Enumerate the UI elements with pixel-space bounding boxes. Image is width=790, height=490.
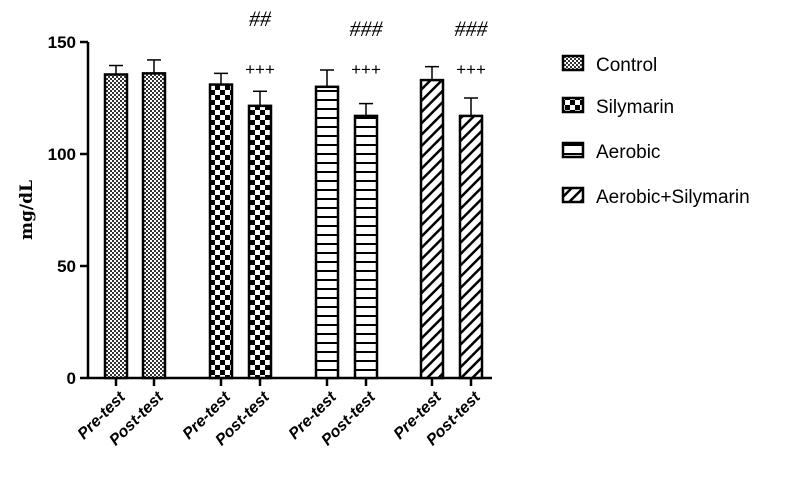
significance-hash: ### [350,16,384,41]
bars-group: +++ ## +++ ### +++ ### [103,6,489,380]
bar [141,72,167,380]
bar [314,85,340,380]
y-axis-label: mg/dL [17,180,37,240]
legend-swatch [561,186,585,204]
legend-label: Aerobic+Silymarin [596,187,750,208]
bar [247,104,273,380]
legend-label: Aerobic [596,142,660,163]
y-tick-label: 100 [48,145,76,164]
y-tick-label: 150 [48,33,76,52]
significance-plus: +++ [245,60,275,79]
legend-swatch [561,141,585,159]
bar [419,78,445,380]
legend: Control Silymarin Aerobic Aerobic+Silymarin [561,54,750,208]
legend-swatch [561,96,585,114]
significance-plus: +++ [351,60,381,79]
bar [103,73,129,380]
legend-label: Silymarin [596,97,674,118]
significance-hash: ### [455,16,489,41]
legend-swatch [561,54,585,72]
bar [208,83,234,380]
significance-plus: +++ [456,60,486,79]
y-tick-label: 50 [57,257,76,276]
significance-hash: ## [249,6,272,31]
bar [458,114,484,380]
y-tick-label: 0 [67,369,76,388]
bar [353,114,379,380]
legend-label: Control [596,55,657,76]
